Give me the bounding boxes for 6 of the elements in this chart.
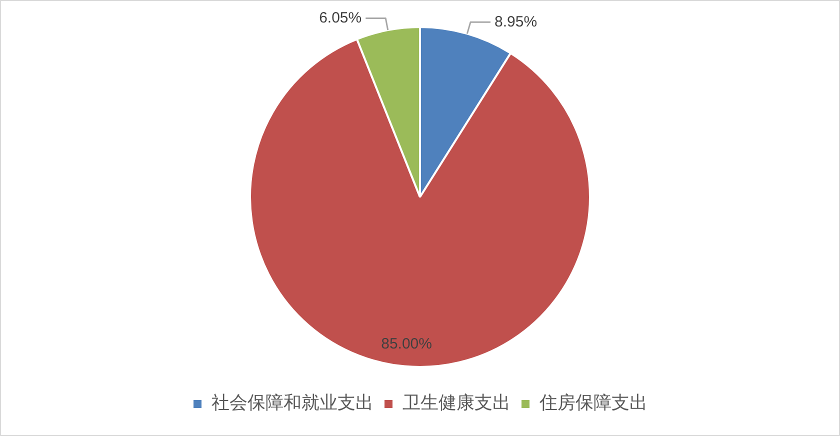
legend-label: 卫生健康支出 bbox=[402, 392, 510, 414]
data-label: 8.95% bbox=[494, 13, 538, 30]
legend-label: 住房保障支出 bbox=[538, 392, 648, 414]
legend-label: 社会保障和就业支出 bbox=[212, 392, 374, 414]
data-label: 85.00% bbox=[381, 335, 432, 352]
data-label: 6.05% bbox=[319, 9, 362, 26]
